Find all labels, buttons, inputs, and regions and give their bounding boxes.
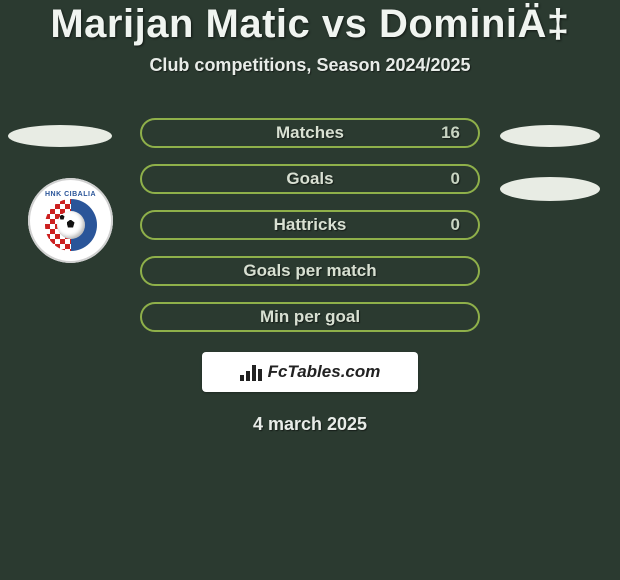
stat-label: Goals per match [243,261,376,281]
team-logo-label: HNK CIBALIA [45,191,96,198]
fctables-badge: FcTables.com [202,352,418,392]
bar-chart-icon [240,363,262,381]
team-logo-art [45,199,97,251]
stat-value: 16 [441,123,460,143]
stat-bar-goals-per-match: Goals per match [140,256,480,286]
team-logo-badge: HNK CIBALIA [28,178,113,263]
stat-bar-matches: Matches 16 [140,118,480,148]
stat-label: Goals [286,169,333,189]
right-ellipse-top [500,125,600,147]
stat-bar-min-per-goal: Min per goal [140,302,480,332]
fctables-text: FcTables.com [268,362,381,382]
stat-label: Matches [276,123,344,143]
stat-bar-goals: Goals 0 [140,164,480,194]
soccer-ball-icon [57,211,85,239]
chart-date: 4 march 2025 [0,414,620,435]
left-ellipse-top [8,125,112,147]
chart-container: Marijan Matic vs DominiÄ‡ Club competiti… [0,0,620,580]
stat-bar-hattricks: Hattricks 0 [140,210,480,240]
page-subtitle: Club competitions, Season 2024/2025 [0,55,620,76]
stat-value: 0 [451,169,460,189]
stat-label: Min per goal [260,307,360,327]
page-title: Marijan Matic vs DominiÄ‡ [0,2,620,47]
right-ellipse-mid [500,177,600,201]
stat-value: 0 [451,215,460,235]
team-logo-inner: HNK CIBALIA [36,186,106,256]
stat-label: Hattricks [274,215,347,235]
